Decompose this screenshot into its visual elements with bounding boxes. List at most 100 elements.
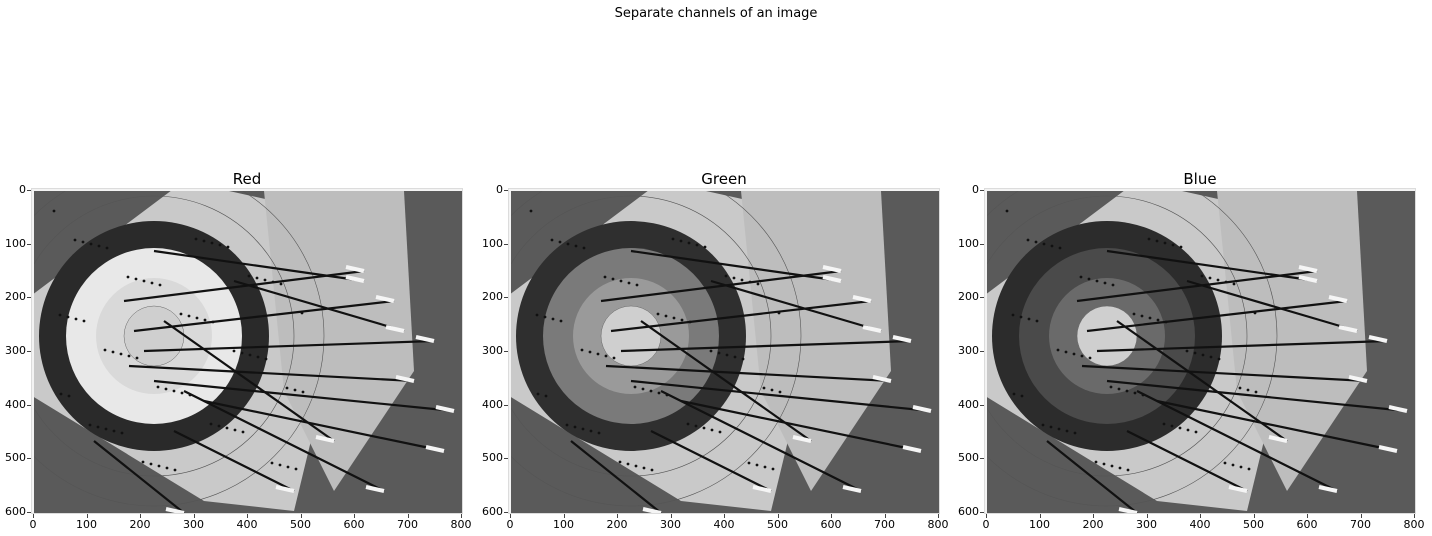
y-tick-mark [504,297,508,299]
y-tick-label: 0 [19,183,26,196]
x-tick-mark [354,514,355,518]
y-tick-mark [504,243,508,245]
x-tick-mark [724,514,725,518]
x-tick-label: 400 [1189,518,1211,531]
y-tick-mark [27,297,31,299]
x-tick-mark [1414,514,1415,518]
x-tick-label: 300 [660,518,681,531]
x-tick-label: 300 [183,518,204,531]
x-tick-label: 200 [1082,518,1104,531]
target-photo [987,191,1415,513]
x-tick-label: 300 [1136,518,1157,531]
y-tick-label: 300 [958,344,979,357]
y-tick-label: 600 [958,505,979,518]
x-tick-mark [1307,514,1308,518]
y-tick-mark [980,190,984,191]
y-tick-mark [980,297,984,299]
y-tick-label: 500 [482,451,503,465]
target-photo [34,191,462,513]
channel-panel-blue: Blue 0 100 200 300 400 500 600 700 800 0 100 200 300 4… [958,170,1425,531]
y-tick-mark [504,512,508,513]
x-tick-mark [938,514,939,518]
y-tick-label: 0 [972,183,979,196]
x-tick-label: 700 [874,518,895,531]
y-tick-mark [980,351,984,352]
x-tick-mark [247,514,248,518]
x-tick-mark [33,514,34,518]
x-tick-mark [1146,514,1148,518]
y-tick-label: 200 [5,290,26,304]
x-tick-mark [86,514,88,518]
target-photo [511,191,939,513]
x-tick-label: 400 [713,518,735,531]
x-tick-label: 0 [29,518,37,531]
x-tick-mark [140,514,141,518]
y-tick-mark [504,351,508,352]
x-tick-label: 600 [820,518,842,531]
y-tick-label: 400 [5,397,26,411]
x-tick-label: 800 [1403,518,1425,531]
channel-panel-green: Green 0 100 200 300 400 500 600 700 800 0 100 200 300… [482,170,949,531]
x-tick-mark [510,514,511,518]
x-tick-label: 400 [236,518,258,531]
y-tick-mark [27,243,31,245]
y-tick-label: 500 [958,451,979,465]
x-tick-mark [193,514,195,518]
x-tick-label: 600 [343,518,365,531]
x-tick-mark [884,514,886,518]
x-tick-label: 500 [1243,518,1264,531]
x-tick-mark [1360,514,1362,518]
y-tick-mark [504,404,508,406]
y-tick-mark [980,404,984,406]
y-tick-label: 400 [958,397,979,411]
x-tick-mark [777,514,779,518]
y-tick-label: 200 [482,290,503,304]
x-tick-mark [831,514,832,518]
x-tick-mark [563,514,565,518]
y-tick-mark [27,458,31,460]
x-tick-label: 800 [450,518,472,531]
x-tick-mark [1039,514,1041,518]
y-tick-label: 300 [482,344,503,357]
x-tick-label: 0 [506,518,514,531]
x-tick-mark [1200,514,1201,518]
x-tick-label: 200 [129,518,151,531]
y-tick-mark [980,458,984,460]
x-tick-mark [1093,514,1094,518]
y-tick-label: 100 [482,236,503,250]
channel-image [984,188,1416,514]
y-tick-mark [980,243,984,245]
y-tick-mark [27,190,31,191]
panel-title: Red [232,170,262,188]
y-tick-label: 0 [496,183,503,196]
x-tick-label: 0 [982,518,990,531]
x-tick-label: 800 [927,518,949,531]
y-tick-mark [27,404,31,406]
panel-title: Green [701,170,747,188]
x-tick-label: 700 [397,518,418,531]
y-tick-label: 100 [5,236,26,250]
y-tick-mark [504,458,508,460]
x-tick-label: 100 [1029,518,1050,531]
panel-title: Blue [1183,170,1217,188]
x-tick-mark [986,514,987,518]
x-tick-mark [407,514,409,518]
x-tick-label: 500 [290,518,311,531]
x-tick-mark [461,514,462,518]
y-tick-label: 500 [5,451,26,465]
y-tick-label: 300 [5,344,26,357]
channel-image [508,188,940,514]
channel-panel-red: Red 0 100 200 300 400 500 600 700 800 0 100 200 300 40… [5,170,472,531]
figure-title: Separate channels of an image [614,6,818,21]
y-tick-label: 100 [958,236,979,250]
x-tick-mark [1253,514,1255,518]
x-tick-label: 100 [76,518,97,531]
y-tick-label: 600 [482,505,503,518]
x-tick-mark [300,514,302,518]
x-tick-mark [617,514,618,518]
x-tick-label: 700 [1350,518,1371,531]
y-tick-mark [27,512,31,513]
x-tick-label: 500 [767,518,788,531]
x-tick-label: 600 [1296,518,1318,531]
y-tick-label: 600 [5,505,26,518]
